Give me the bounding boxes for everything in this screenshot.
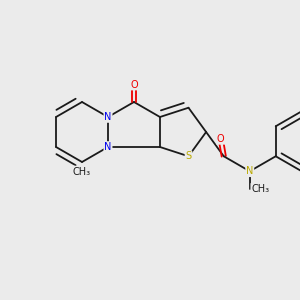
- Text: CH₃: CH₃: [251, 184, 269, 194]
- Text: O: O: [130, 80, 138, 90]
- Text: CH₃: CH₃: [73, 167, 91, 176]
- Text: N: N: [246, 166, 253, 176]
- Text: N: N: [104, 112, 112, 122]
- Text: N: N: [104, 142, 112, 152]
- Text: O: O: [217, 134, 225, 144]
- Text: S: S: [185, 151, 192, 161]
